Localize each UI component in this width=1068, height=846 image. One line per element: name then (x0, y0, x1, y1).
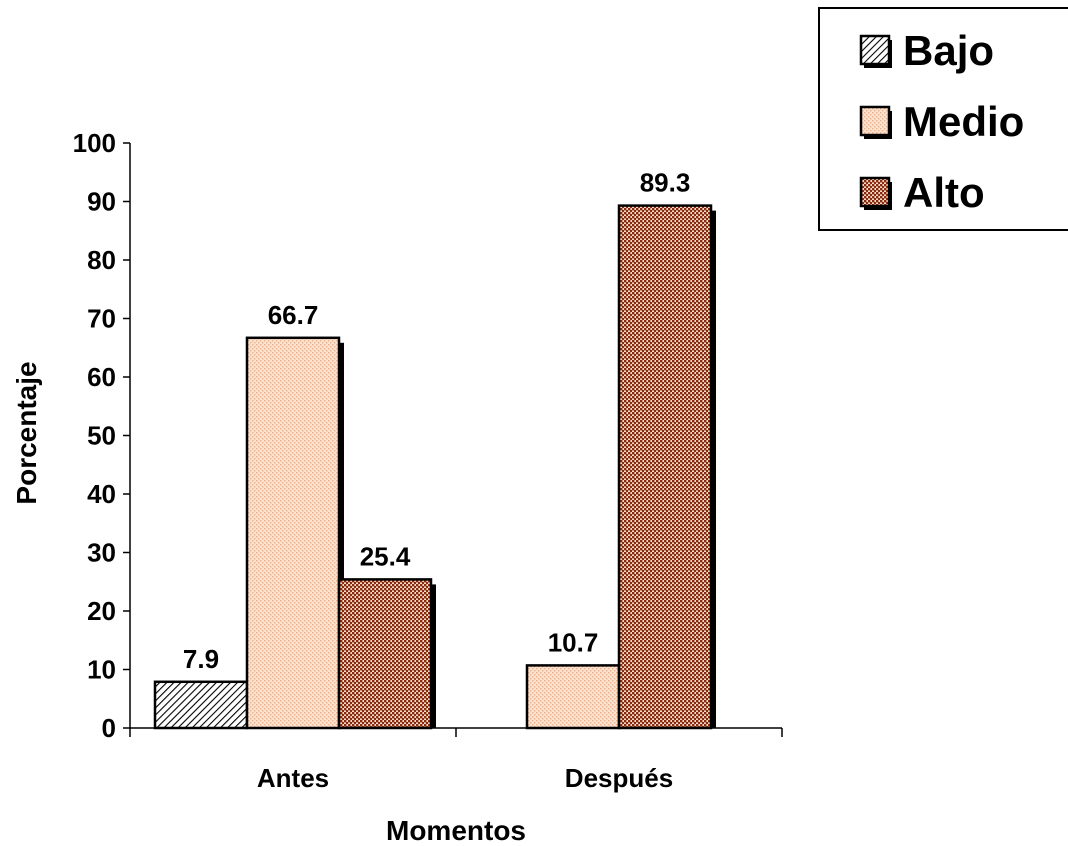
data-label: 10.7 (548, 627, 599, 657)
data-label: 89.3 (640, 168, 691, 198)
y-tick-label: 60 (87, 362, 116, 392)
axes: 0 10 20 30 40 50 60 70 80 90 100 Antes Después (73, 128, 783, 793)
y-tick-label: 90 (87, 187, 116, 217)
y-tick-label: 50 (87, 421, 116, 451)
legend-label: Alto (903, 169, 985, 216)
legend-swatch-bajo (859, 34, 891, 66)
y-tick-label: 100 (73, 128, 116, 158)
y-tick-label: 0 (102, 713, 116, 743)
y-tick-label: 40 (87, 479, 116, 509)
data-label: 66.7 (268, 300, 319, 330)
bar-alto-1 (617, 204, 713, 730)
data-label: 7.9 (183, 644, 219, 674)
legend-label: Bajo (903, 27, 994, 74)
x-tick-label: Antes (257, 763, 329, 793)
legend-swatch-alto (859, 176, 891, 208)
bar-bajo-0 (153, 680, 249, 730)
y-tick-label: 20 (87, 596, 116, 626)
bar-medio-1 (525, 664, 621, 730)
x-axis-title: Momentos (386, 815, 526, 846)
x-tick-label: Después (565, 763, 673, 793)
data-label: 25.4 (360, 541, 411, 571)
y-tick-label: 70 (87, 304, 116, 334)
legend: Bajo Medio Alto (818, 7, 1068, 231)
y-axis-title: Porcentaje (11, 361, 42, 504)
y-tick-label: 80 (87, 245, 116, 275)
bar-medio-0 (245, 336, 341, 730)
y-tick-label: 10 (87, 655, 116, 685)
bar-alto-0 (337, 578, 433, 730)
legend-swatch-medio (859, 105, 891, 137)
y-tick-label: 30 (87, 538, 116, 568)
data-labels: 7.9 66.7 25.4 10.7 89.3 (183, 168, 690, 674)
bars (153, 204, 716, 730)
legend-label: Medio (903, 98, 1024, 145)
